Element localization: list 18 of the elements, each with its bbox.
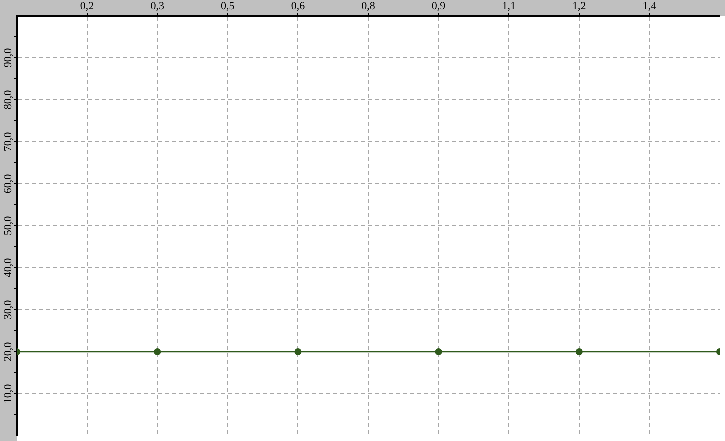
y-tick-label: 50,0 (2, 216, 14, 236)
y-tick-label: 10,0 (2, 384, 14, 404)
x-tick-label: 0,2 (80, 0, 94, 12)
x-tick-label: 0,9 (432, 0, 446, 12)
x-tick-label: 0,3 (150, 0, 165, 12)
x-tick-label: 1,2 (572, 0, 586, 12)
y-tick-label: 60,0 (2, 174, 14, 194)
x-tick-label: 1,4 (642, 0, 658, 12)
y-tick-label: 80,0 (2, 90, 14, 110)
x-tick-label: 0,5 (221, 0, 236, 12)
x-tick-label: 1,1 (502, 0, 516, 12)
y-tick-label: 30,0 (2, 300, 14, 320)
y-tick-label: 90,0 (2, 48, 14, 68)
y-tick-label: 70,0 (2, 132, 14, 152)
y-tick-label: 40,0 (2, 258, 14, 278)
x-tick-label: 0,8 (362, 0, 376, 12)
y-tick-label: 20,0 (2, 342, 14, 362)
x-tick-label: 0,6 (291, 0, 306, 12)
